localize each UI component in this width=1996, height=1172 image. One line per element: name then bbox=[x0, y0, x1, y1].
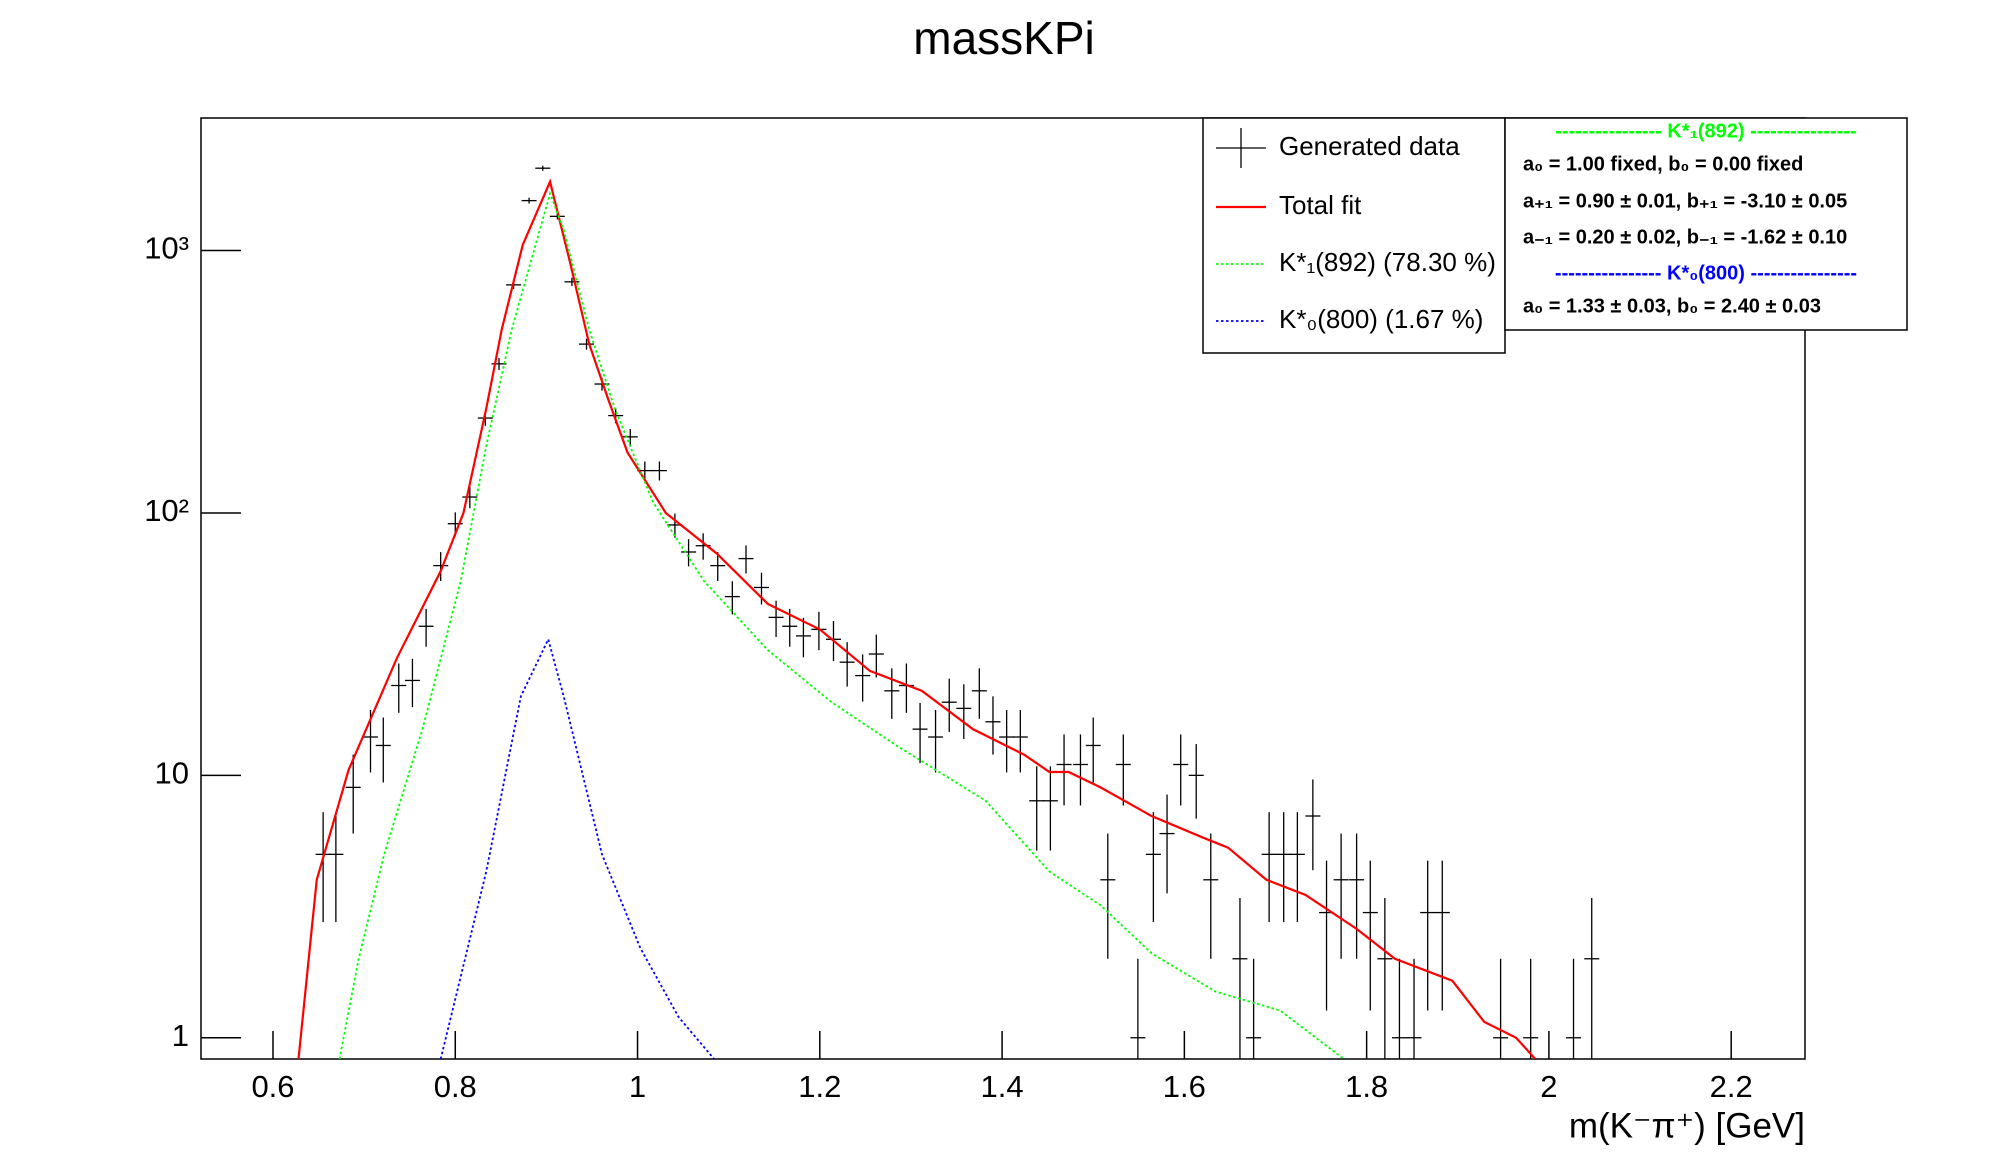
y-tick-label: 1 bbox=[172, 1018, 189, 1053]
x-tick-label: 2.2 bbox=[1710, 1069, 1753, 1104]
legend-label: K*₀(800) (1.67 %) bbox=[1279, 304, 1483, 334]
x-tick-label: 1.4 bbox=[981, 1069, 1024, 1104]
plot-area bbox=[297, 165, 1600, 1059]
x-tick-label: 0.6 bbox=[251, 1069, 294, 1104]
fit-curve bbox=[338, 190, 1345, 1059]
parameter-line: a₋₁ = 0.20 ± 0.02, b₋₁ = -1.62 ± 0.10 bbox=[1523, 226, 1847, 248]
parameter-line: a₀ = 1.33 ± 0.03, b₀ = 2.40 ± 0.03 bbox=[1523, 295, 1821, 317]
y-tick-label: 10³ bbox=[144, 231, 189, 266]
y-tick-label: 10² bbox=[144, 493, 189, 528]
parameter-header: ---------------- K*₁(892) --------------… bbox=[1555, 120, 1856, 142]
y-tick-label: 10 bbox=[155, 756, 189, 791]
x-tick-label: 0.8 bbox=[434, 1069, 477, 1104]
x-tick-label: 1.8 bbox=[1345, 1069, 1388, 1104]
x-tick-label: 2 bbox=[1540, 1069, 1557, 1104]
fit-parameter-box bbox=[1504, 117, 1908, 331]
x-tick-label: 1 bbox=[629, 1069, 646, 1104]
legend-label: K*₁(892) (78.30 %) bbox=[1279, 247, 1496, 277]
fit-parameters: ---------------- K*₁(892) --------------… bbox=[1504, 117, 1908, 331]
legend-label: Total fit bbox=[1279, 190, 1362, 220]
legend-box bbox=[1202, 117, 1506, 354]
parameter-line: a₊₁ = 0.90 ± 0.01, b₊₁ = -3.10 ± 0.05 bbox=[1523, 190, 1847, 212]
x-axis-label: m(K⁻π⁺) [GeV] bbox=[1569, 1106, 1805, 1145]
parameter-header: ---------------- K*₀(800) --------------… bbox=[1555, 262, 1857, 284]
x-tick-label: 1.2 bbox=[798, 1069, 841, 1104]
legend: Generated data Total fit K*₁(892) (78.30 %… bbox=[1202, 117, 1506, 354]
legend-label: Generated data bbox=[1279, 131, 1460, 161]
fit-curve bbox=[439, 636, 715, 1059]
chart-title: massKPi bbox=[913, 12, 1094, 64]
fit-curve bbox=[297, 178, 1537, 1059]
x-tick-label: 1.6 bbox=[1163, 1069, 1206, 1104]
parameter-line: a₀ = 1.00 fixed, b₀ = 0.00 fixed bbox=[1523, 153, 1803, 175]
plot-frame bbox=[200, 117, 1806, 1060]
